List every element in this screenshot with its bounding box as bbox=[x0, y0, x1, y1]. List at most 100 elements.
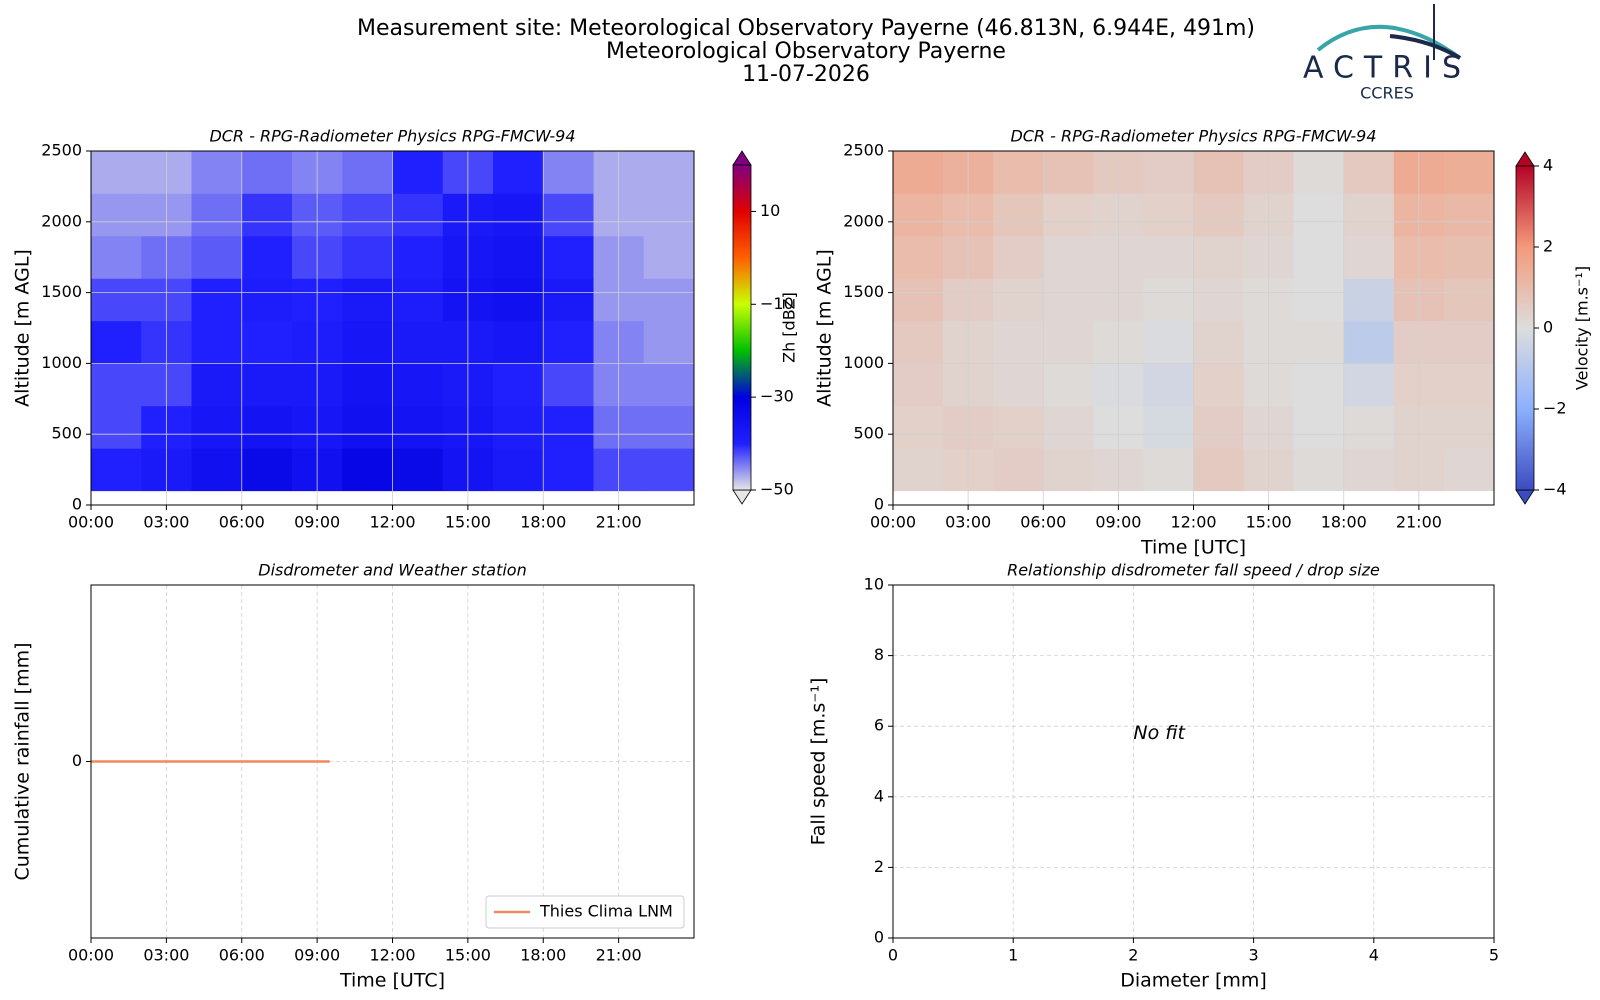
heatmap-cell bbox=[643, 151, 695, 194]
heatmap-cell bbox=[493, 151, 544, 194]
logo-name: ACTRIS bbox=[1303, 51, 1471, 86]
heatmap-cell bbox=[993, 363, 1044, 407]
panel-title: DCR - RPG-Radiometer Physics RPG-FMCW-94 bbox=[1010, 127, 1376, 146]
heatmap-cell bbox=[392, 151, 444, 194]
plot-frame bbox=[892, 150, 1495, 506]
heatmap-cell bbox=[1343, 151, 1395, 194]
plot-frame bbox=[90, 150, 695, 506]
heatmap-cell bbox=[1443, 363, 1495, 407]
heatmap-cell bbox=[392, 448, 444, 492]
panel-title: DCR - RPG-Radiometer Physics RPG-FMCW-94 bbox=[209, 127, 575, 146]
heatmap-cell bbox=[1143, 363, 1194, 407]
y-tick-label: 500 bbox=[853, 424, 884, 443]
x-tick-label: 12:00 bbox=[369, 513, 415, 532]
heatmap-cell bbox=[1143, 151, 1194, 194]
heatmap-cell bbox=[1043, 278, 1094, 322]
x-tick-label: 3 bbox=[1249, 946, 1259, 965]
heatmap-cell bbox=[993, 278, 1044, 322]
heatmap-cell bbox=[241, 320, 293, 364]
x-tick-label: 18:00 bbox=[520, 946, 566, 965]
heatmap-cell bbox=[91, 193, 142, 237]
x-tick-label: 09:00 bbox=[294, 946, 340, 965]
colorbar-extend bbox=[1515, 489, 1535, 505]
logo-sub: CCRES bbox=[1360, 84, 1414, 103]
heatmap-cell bbox=[543, 363, 594, 407]
heatmap-cell bbox=[893, 448, 944, 492]
heatmap-cell bbox=[392, 278, 444, 322]
x-tick-label: 00:00 bbox=[870, 513, 916, 532]
colorbar-extend bbox=[732, 489, 752, 505]
heatmap-cell bbox=[191, 278, 243, 322]
x-tick-label: 06:00 bbox=[219, 513, 265, 532]
y-tick-label: 10 bbox=[864, 575, 884, 594]
heatmap-cell bbox=[191, 363, 243, 407]
heatmap-cell bbox=[1293, 320, 1345, 364]
x-tick-label: 21:00 bbox=[596, 946, 642, 965]
heatmap-cell bbox=[1143, 448, 1194, 492]
colorbar-tick-label: −2 bbox=[1543, 399, 1567, 418]
heatmap-cell bbox=[1193, 278, 1244, 322]
heatmap-cell bbox=[91, 235, 142, 279]
x-tick-label: 21:00 bbox=[596, 513, 642, 532]
heatmap-cell bbox=[191, 320, 243, 364]
y-tick-label: 2000 bbox=[41, 211, 82, 230]
y-axis-label: Cumulative rainfall [mm] bbox=[12, 642, 34, 880]
heatmap-cell bbox=[342, 193, 393, 237]
panel-title: Disdrometer and Weather station bbox=[258, 561, 526, 580]
logo: ACTRIS CCRES bbox=[1303, 4, 1471, 103]
panel: 0 1 2 3 4 5 0 2 4 6 8 10 No fit Relationship disdrome… bbox=[808, 561, 1500, 992]
x-tick-label: 18:00 bbox=[1321, 513, 1367, 532]
x-tick-label: 06:00 bbox=[1020, 513, 1066, 532]
heatmap-cell bbox=[1343, 278, 1395, 322]
heatmap-cell bbox=[643, 320, 695, 364]
x-tick-label: 0 bbox=[888, 946, 898, 965]
y-tick-label: 1000 bbox=[843, 353, 884, 372]
y-tick-label: 1500 bbox=[41, 282, 82, 301]
x-tick-label: 15:00 bbox=[1246, 513, 1292, 532]
heatmap-cell bbox=[241, 151, 293, 194]
heatmap-cell bbox=[493, 235, 544, 279]
y-tick-label: 1500 bbox=[843, 282, 884, 301]
heatmap-cell bbox=[1043, 405, 1094, 449]
heatmap-cell bbox=[493, 363, 544, 407]
heatmap-cell bbox=[643, 235, 695, 279]
heatmap-cell bbox=[1293, 193, 1345, 237]
heatmap-cell bbox=[241, 405, 293, 449]
heatmap-cell bbox=[1293, 448, 1345, 492]
y-axis-label: Fall speed [m.s⁻¹] bbox=[808, 678, 830, 846]
heatmap-cell bbox=[392, 193, 444, 237]
heatmap-cell bbox=[543, 448, 594, 492]
y-tick-label: 4 bbox=[874, 786, 884, 805]
heatmap-cell bbox=[1293, 278, 1345, 322]
heatmap-cell bbox=[643, 405, 695, 449]
y-tick-label: 6 bbox=[874, 716, 884, 735]
heatmap-cell bbox=[342, 448, 393, 492]
heatmap-cell bbox=[1343, 235, 1395, 279]
y-tick-label: 2500 bbox=[41, 141, 82, 160]
heatmap-cell bbox=[1043, 151, 1094, 194]
heatmap-cell bbox=[1443, 193, 1495, 237]
colorbar bbox=[732, 164, 752, 491]
panel: 00:00 03:00 06:00 09:00 12:00 15:00 18:00 21:00… bbox=[12, 127, 799, 532]
colorbar-extend bbox=[732, 150, 752, 166]
y-tick-label: 0 bbox=[874, 928, 884, 947]
heatmap-cell bbox=[241, 363, 293, 407]
heatmap-cell bbox=[1043, 448, 1094, 492]
heatmap-cell bbox=[191, 448, 243, 492]
colorbar-tick-label: 4 bbox=[1543, 156, 1553, 175]
heatmap-cell bbox=[1043, 235, 1094, 279]
x-tick-label: 15:00 bbox=[445, 513, 491, 532]
heatmap-cell bbox=[643, 363, 695, 407]
y-tick-label: 8 bbox=[874, 645, 884, 664]
heatmap-cell bbox=[543, 235, 594, 279]
heatmap-cell bbox=[493, 193, 544, 237]
y-tick-label: 0 bbox=[72, 751, 82, 770]
heatmap-cell bbox=[91, 448, 142, 492]
heatmap-cell bbox=[893, 278, 944, 322]
heatmap-cell bbox=[91, 320, 142, 364]
heatmap-cell bbox=[241, 193, 293, 237]
x-tick-label: 09:00 bbox=[294, 513, 340, 532]
heatmap-cell bbox=[91, 363, 142, 407]
heatmap-cell bbox=[1343, 193, 1395, 237]
